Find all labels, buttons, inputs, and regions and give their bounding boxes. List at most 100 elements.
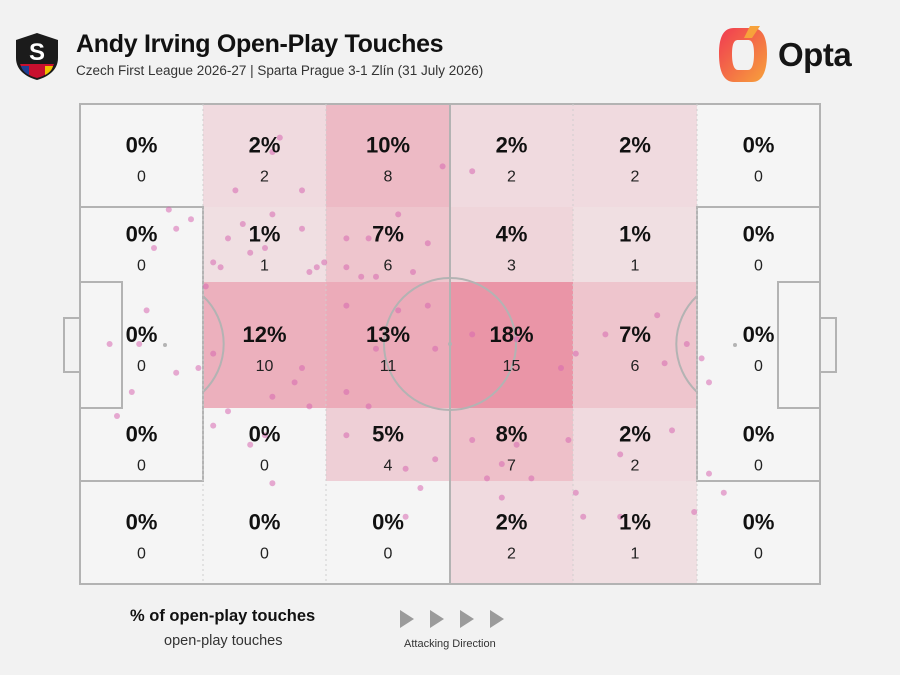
- touch-point: [654, 312, 661, 319]
- touch-point: [106, 341, 113, 347]
- zone-count-label: 6: [384, 258, 393, 275]
- touch-point: [432, 456, 439, 463]
- heatmap-zone-r1-c4: [573, 207, 697, 282]
- pitch-spots: [163, 342, 737, 347]
- touch-point: [469, 437, 476, 443]
- heatmap-zone-r1-c3: [450, 207, 573, 282]
- zone-count-label: 0: [754, 169, 763, 186]
- zone-count-label: 11: [380, 358, 397, 375]
- touch-point: [691, 509, 698, 515]
- touch-point: [424, 240, 431, 247]
- zone-count-label: 1: [631, 546, 640, 563]
- arrow-right-icon: [460, 610, 474, 628]
- heatmap-zone-r0-c5: [697, 104, 820, 207]
- zone-percent-label: 0%: [126, 510, 158, 535]
- centre-circle: [383, 277, 517, 411]
- touch-point: [528, 475, 535, 482]
- touch-point: [128, 389, 135, 395]
- touch-point: [565, 437, 572, 443]
- heatmap-zone-r3-c1: [203, 408, 326, 481]
- touch-point: [706, 379, 712, 386]
- touch-point: [210, 350, 217, 357]
- touch-point: [373, 273, 379, 280]
- heatmap-zone-r3-c3: [450, 408, 573, 481]
- touch-point: [343, 389, 350, 395]
- touch-point: [173, 369, 180, 376]
- touch-point: [395, 307, 402, 314]
- zone-count-label: 15: [503, 358, 521, 375]
- touch-point: [202, 283, 209, 290]
- touch-point: [299, 225, 305, 232]
- arrow-right-icon: [400, 610, 414, 628]
- touch-point: [402, 465, 409, 472]
- zone-percent-label: 2%: [496, 133, 528, 158]
- heatmap-zone-r1-c5: [697, 207, 820, 282]
- heatmap-zone-r4-c4: [573, 481, 697, 584]
- zone-count-label: 0: [137, 546, 146, 563]
- touch-point: [661, 360, 668, 367]
- zone-percent-label: 10%: [366, 133, 410, 158]
- touch-point: [343, 264, 350, 271]
- zone-count-label: 0: [137, 458, 146, 475]
- touch-point: [498, 494, 505, 501]
- heatmap-zone-r1-c1: [203, 207, 326, 282]
- zone-count-label: 0: [754, 358, 763, 375]
- heatmap-zone-r0-c3: [450, 104, 573, 207]
- touch-point: [239, 221, 246, 227]
- right-penalty-arc: [675, 295, 698, 393]
- heatmap-zone-r3-c2: [326, 408, 450, 481]
- touch-point: [262, 432, 268, 439]
- left-goal: [63, 317, 81, 373]
- touch-point: [262, 245, 268, 251]
- touch-point: [232, 187, 239, 194]
- zone-percent-label: 0%: [743, 322, 775, 347]
- heatmap-zone-r2-c5: [697, 282, 820, 408]
- page-title: Andy Irving Open-Play Touches: [76, 30, 444, 58]
- legend-title: % of open-play touches: [130, 607, 316, 625]
- heatmap-zone-r4-c1: [203, 481, 326, 584]
- touch-point: [165, 206, 172, 213]
- heatmap-zone-r1-c0: [80, 207, 203, 282]
- touch-point: [173, 225, 180, 232]
- zone-percent-label: 0%: [249, 510, 281, 535]
- touch-point: [269, 149, 276, 155]
- touch-point: [343, 432, 350, 439]
- zone-count-label: 0: [754, 258, 763, 275]
- left-penalty-arc: [202, 295, 225, 393]
- zone-count-label: 0: [384, 546, 393, 563]
- touch-point: [698, 355, 705, 362]
- heatmap-zone-r0-c0: [80, 104, 203, 207]
- touch-point: [114, 413, 120, 419]
- heatmap-zone-r4-c0: [80, 481, 203, 584]
- legend-subtitle: open-play touches: [164, 633, 283, 649]
- touch-point: [343, 302, 350, 309]
- touch-point: [321, 259, 328, 266]
- zone-percent-label: 0%: [743, 422, 775, 447]
- zone-percent-label: 13%: [366, 322, 410, 347]
- zone-percent-label: 2%: [619, 133, 651, 158]
- zone-count-label: 7: [507, 458, 516, 475]
- zone-count-label: 2: [631, 169, 640, 186]
- zone-count-label: 2: [260, 169, 269, 186]
- touch-point: [276, 134, 283, 141]
- page-subtitle: Czech First League 2026-27 | Sparta Prag…: [76, 63, 484, 78]
- touch-point: [299, 365, 305, 371]
- zone-percent-label: 5%: [372, 422, 404, 447]
- zone-count-label: 2: [631, 458, 640, 475]
- arrow-right-icon: [490, 610, 504, 628]
- zone-percent-label: 1%: [619, 222, 651, 247]
- touch-point: [269, 393, 276, 400]
- touch-point: [143, 307, 150, 314]
- touch-point: [306, 269, 313, 275]
- attacking-direction-label: Attacking Direction: [404, 638, 496, 650]
- zone-count-label: 2: [507, 546, 516, 563]
- zone-percent-label: 0%: [126, 322, 158, 347]
- touch-point: [358, 273, 365, 280]
- touch-point: [373, 345, 379, 352]
- zone-count-label: 3: [507, 258, 516, 275]
- zone-percent-label: 8%: [496, 422, 528, 447]
- touch-point: [432, 345, 439, 352]
- zone-count-label: 0: [754, 546, 763, 563]
- touch-point: [247, 249, 254, 256]
- zone-fills: [80, 104, 820, 584]
